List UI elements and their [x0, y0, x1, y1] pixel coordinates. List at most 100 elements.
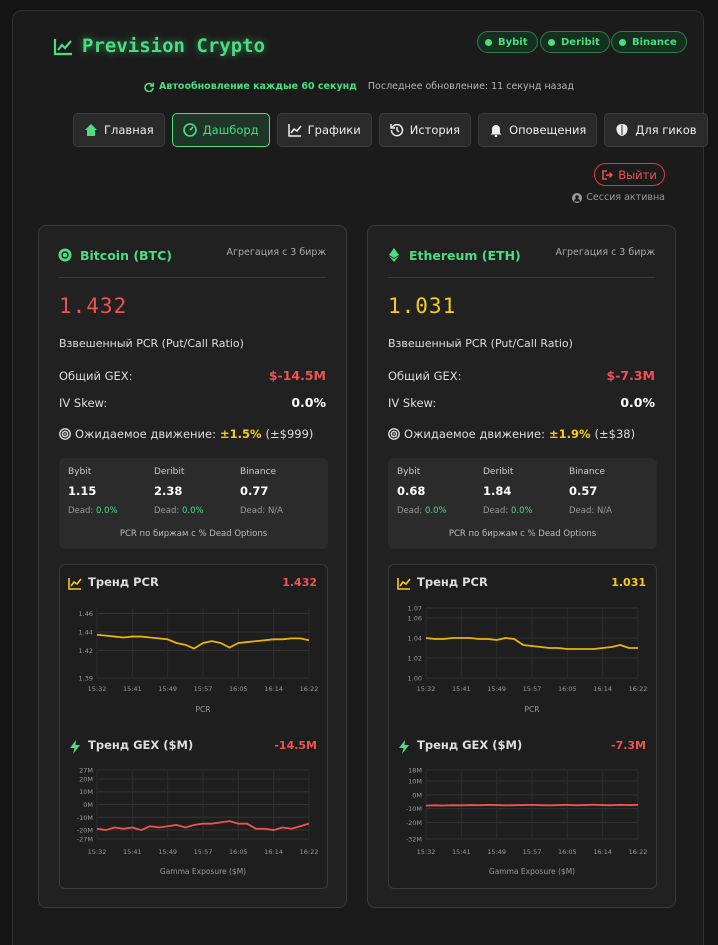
gex-row: Общий GEX: $-7.3M — [388, 368, 655, 383]
y-tick-label: -27M — [77, 836, 93, 844]
series-legend: PCR — [525, 705, 540, 714]
x-tick-label: 16:22 — [629, 848, 648, 856]
x-tick-label: 15:32 — [417, 848, 436, 856]
iv-label: IV Skew: — [388, 395, 437, 410]
nav-button[interactable]: История — [378, 113, 472, 147]
exchange-col: Bybit 1.15 Dead: 0.0% — [68, 467, 118, 516]
exchange-box: Bybit 0.68 Dead: 0.0% Deribit 1.84 Dead: 0.0%… — [388, 458, 657, 549]
exchange-col: Bybit 0.68 Dead: 0.0% — [397, 467, 447, 516]
logo-icon — [53, 39, 72, 56]
y-tick-label: 1.04 — [408, 635, 422, 643]
iv-row: IV Skew: 0.0% — [59, 395, 326, 410]
dead-value: 0.0% — [95, 506, 118, 516]
nav-icon — [287, 124, 302, 137]
x-tick-label: 15:57 — [194, 685, 213, 693]
data-line — [96, 633, 310, 650]
dead-label: Dead: — [483, 506, 509, 516]
coin-name: Bitcoin (BTC) — [80, 248, 172, 263]
nav-button[interactable]: Для гиков — [604, 113, 708, 147]
exchange-pcr: 1.84 — [483, 484, 512, 498]
series-legend: Gamma Exposure ($M) — [160, 867, 246, 876]
x-tick-label: 16:14 — [593, 848, 612, 856]
dead-value: N/A — [267, 506, 283, 516]
y-tick-label: 1.00 — [408, 675, 422, 683]
dead-label: Dead: — [154, 506, 180, 516]
x-tick-label: 15:49 — [158, 685, 177, 693]
x-tick-label: 15:41 — [452, 848, 471, 856]
y-tick-label: 20M — [79, 775, 93, 783]
exchange-note: PCR по биржам с % Dead Options — [119, 529, 268, 539]
nav-label: Оповещения — [509, 123, 587, 137]
x-tick-label: 15:49 — [158, 848, 177, 856]
x-tick-label: 16:05 — [558, 685, 577, 693]
app-title: Prevision Crypto — [82, 35, 266, 57]
dead-line: Dead: 0.0% — [397, 506, 447, 516]
aggregation: Агрегация с 3 бирж — [226, 247, 326, 258]
nav-button[interactable]: Главная — [73, 113, 165, 147]
exchange-pcr: 0.57 — [569, 484, 598, 498]
y-tick-label: -20M — [406, 819, 422, 827]
logout-label: Выйти — [618, 167, 657, 182]
last-update: Последнее обновление: 11 секунд назад — [367, 81, 574, 92]
coin-card: Ethereum (ETH) Агрегация с 3 бирж 1.031 Взв… — [367, 225, 676, 908]
chart: -32M -20M -10M 0M 10M 18M 15:32 15:41 15:49 15:57… — [406, 767, 648, 877]
nav-bar: Главная Дашборд Графики История Оповещения Дл… — [73, 113, 708, 147]
nav-icon — [616, 124, 628, 136]
logout-button[interactable]: Выйти — [594, 163, 665, 186]
dead-value: 0.0% — [424, 506, 447, 516]
x-tick-label: 15:41 — [123, 685, 142, 693]
x-tick-label: 15:49 — [487, 848, 506, 856]
move-label: Ожидаемое движение: — [404, 427, 545, 441]
y-tick-label: 1.02 — [408, 655, 422, 663]
y-tick-label: 0M — [412, 791, 422, 799]
chart-current: -14.5M — [274, 739, 317, 752]
logout-icon — [602, 169, 614, 180]
exchange-name: Binance — [569, 467, 606, 477]
exchange-pcr: 0.77 — [240, 484, 269, 498]
move-value: ±1.9% — [548, 427, 591, 441]
coin-icon — [58, 248, 72, 262]
exchange-name: Binance — [632, 36, 677, 48]
series-legend: Gamma Exposure ($M) — [489, 867, 575, 876]
refresh-icon — [144, 82, 155, 92]
aggregation: Агрегация с 3 бирж — [555, 247, 655, 258]
nav-label: Главная — [104, 123, 154, 137]
data-line — [425, 803, 639, 807]
gex-value: $-7.3M — [606, 368, 655, 383]
dead-label: Dead: — [68, 506, 94, 516]
dead-line: Dead: 0.0% — [483, 506, 533, 516]
y-tick-label: 10M — [408, 778, 422, 786]
pcr-value: 1.031 — [388, 294, 457, 318]
nav-button[interactable]: Графики — [276, 113, 372, 147]
dead-value: N/A — [596, 506, 612, 516]
y-tick-label: 10M — [79, 788, 93, 796]
nav-label: Графики — [307, 123, 361, 137]
nav-button[interactable]: Оповещения — [478, 113, 598, 147]
y-tick-label: -20M — [77, 827, 93, 835]
y-tick-label: -10M — [406, 805, 422, 813]
dead-line: Dead: 0.0% — [154, 506, 204, 516]
dead-label: Dead: — [240, 506, 266, 516]
chart-current: 1.432 — [282, 576, 317, 589]
nav-icon — [85, 124, 97, 136]
chart-box: Тренд PCR 1.432 1.39 1.42 1.44 1.46 15:32 15:41… — [59, 564, 328, 889]
y-tick-label: 0M — [83, 801, 93, 809]
exchange-name: Deribit — [483, 467, 514, 477]
exchange-pill: Bybit — [477, 31, 538, 53]
exchange-pcr: 1.15 — [68, 484, 97, 498]
series-legend: PCR — [196, 705, 211, 714]
x-tick-label: 15:41 — [452, 685, 471, 693]
exchange-pcr: 0.68 — [397, 484, 426, 498]
chart-current: 1.031 — [611, 576, 646, 589]
exchange-name: Bybit — [498, 36, 528, 48]
iv-row: IV Skew: 0.0% — [388, 395, 655, 410]
dead-value: 0.0% — [510, 506, 533, 516]
exchange-box: Bybit 1.15 Dead: 0.0% Deribit 2.38 Dead: 0.0%… — [59, 458, 328, 549]
x-tick-label: 16:22 — [300, 685, 319, 693]
exchange-pcr: 2.38 — [154, 484, 183, 498]
exchange-name: Bybit — [397, 467, 421, 477]
x-tick-label: 16:05 — [229, 685, 248, 693]
nav-button[interactable]: Дашборд — [171, 113, 270, 147]
